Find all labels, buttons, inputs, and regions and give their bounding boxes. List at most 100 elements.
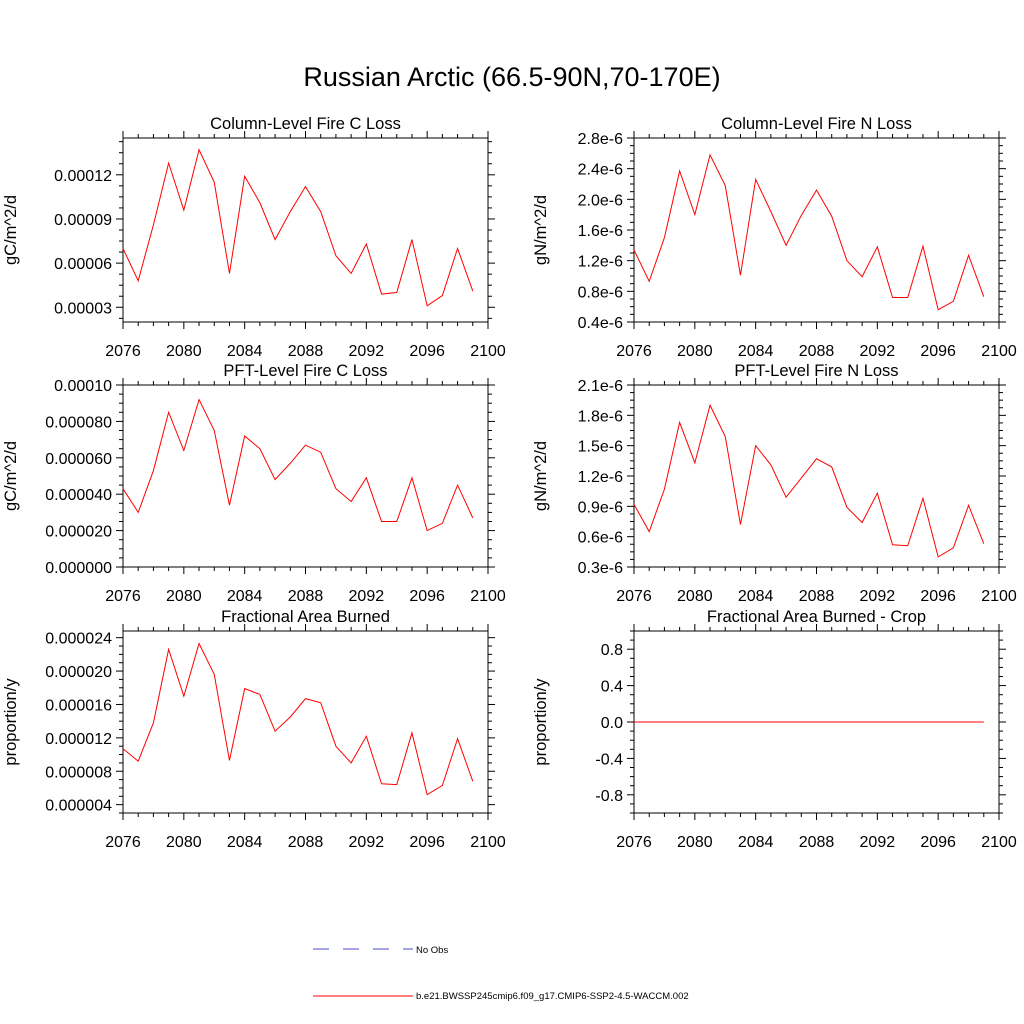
data-point [305,698,306,699]
x-tick-label: 2076 [616,834,652,851]
data-point [770,211,771,212]
data-point [183,696,184,697]
data-point [983,721,984,722]
y-tick-label: 0.4e-6 [578,315,623,332]
y-axis-label: proportion/y [532,678,550,766]
x-tick-label: 2080 [677,588,713,605]
data-point [244,176,245,177]
x-tick-label: 2092 [860,588,896,605]
x-tick-label: 2076 [105,588,141,605]
data-point [938,556,939,557]
x-tick-label: 2080 [166,343,202,360]
x-tick-label: 2084 [227,834,263,851]
data-point [198,643,199,644]
data-point [472,290,473,291]
data-point [381,521,382,522]
data-point [472,781,473,782]
data-point [320,452,321,453]
data-point [411,239,412,240]
data-point [816,458,817,459]
x-tick-label: 2100 [470,343,506,360]
plot-frame [122,137,489,323]
data-point [366,243,367,244]
x-tick-label: 2092 [349,343,385,360]
data-point [801,215,802,216]
y-tick-label: 0.000016 [45,697,112,714]
data-point [396,784,397,785]
y-tick-label: 0.000040 [45,487,112,504]
y-tick-label: 2.8e-6 [578,131,623,148]
y-tick-label: 0.000080 [45,414,112,431]
y-axis-label: gN/m^2/d [532,195,550,265]
x-tick-label: 2100 [981,343,1017,360]
data-point [411,477,412,478]
y-axis-label: gC/m^2/d [2,441,20,511]
y-tick-label: 2.1e-6 [578,378,623,395]
x-tick-label: 2096 [920,588,956,605]
y-tick-label: 0.8 [601,642,623,659]
data-point [335,488,336,489]
y-tick-label: 1.5e-6 [578,439,623,456]
data-point [694,462,695,463]
data-point [411,732,412,733]
data-point [831,216,832,217]
data-point [153,722,154,723]
x-tick-label: 2076 [616,588,652,605]
data-point [290,716,291,717]
data-point [259,448,260,449]
panel-1: 2076 2080 2084 2088 2092 2096 2100 0.00003 0.000… [2,115,506,360]
y-tick-label: 1.2e-6 [578,469,623,486]
data-point [664,489,665,490]
data-point [381,783,382,784]
data-point [801,721,802,722]
data-point [457,485,458,486]
data-point [664,237,665,238]
x-tick-label: 2088 [799,588,835,605]
panel-3: 2076 2080 2084 2088 2092 2096 2100 0.000000 0.00… [2,362,506,605]
data-point [229,505,230,506]
data-point [122,748,123,749]
x-tick-label: 2084 [738,343,774,360]
x-tick-label: 2084 [227,588,263,605]
panel-title: Fractional Area Burned - Crop [707,608,926,626]
x-tick-label: 2096 [920,834,956,851]
data-point [335,255,336,256]
data-point [427,530,428,531]
x-tick-label: 2080 [677,834,713,851]
data-point [457,248,458,249]
series-line [122,148,474,307]
data-point [770,464,771,465]
data-point [183,450,184,451]
x-tick-label: 2100 [981,834,1017,851]
data-point [907,545,908,546]
data-point [153,470,154,471]
data-point [740,721,741,722]
y-tick-label: -0.4 [595,751,623,768]
y-tick-label: 1.6e-6 [578,223,623,240]
data-point [649,721,650,722]
panel-6: 2076 2080 2084 2088 2092 2096 2100 -0.8 -0.4 0.0 0… [532,608,1017,851]
data-point [168,162,169,163]
x-tick-label: 2092 [349,588,385,605]
x-tick-label: 2092 [860,834,896,851]
data-point [968,721,969,722]
panel-4: 2076 2080 2084 2088 2092 2096 2100 0.3e-6 0.6e-6… [532,362,1017,605]
plot-frame [633,137,1000,323]
y-tick-label: 0.00006 [54,256,112,273]
data-point [709,154,710,155]
x-tick-label: 2096 [409,834,445,851]
data-point [892,297,893,298]
x-tick-label: 2096 [409,343,445,360]
data-point [290,463,291,464]
y-tick-label: -0.8 [595,788,623,805]
y-tick-label: 1.8e-6 [578,408,623,425]
data-point [755,445,756,446]
y-tick-label: 0.8e-6 [578,284,623,301]
plot-frame [122,630,489,814]
x-tick-label: 2100 [981,588,1017,605]
data-point [274,479,275,480]
data-point [801,477,802,478]
y-tick-label: 0.000020 [45,524,112,541]
data-point [953,547,954,548]
